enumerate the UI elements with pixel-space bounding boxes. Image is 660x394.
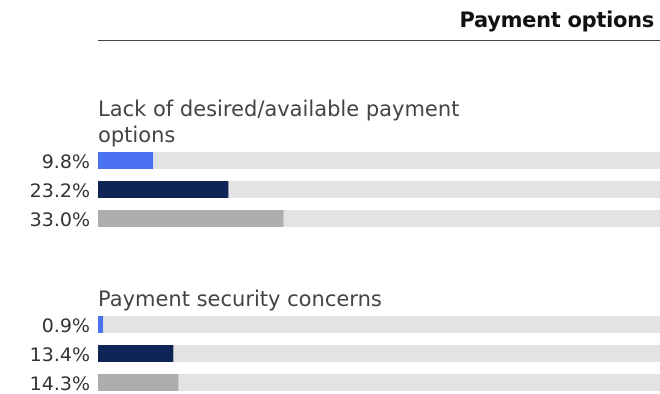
value-label: 33.0% xyxy=(30,209,90,231)
value-label: 0.9% xyxy=(42,315,90,337)
group-label: options xyxy=(98,123,175,147)
title-divider xyxy=(98,40,660,41)
bar xyxy=(98,152,154,169)
bar-track xyxy=(98,181,660,198)
value-label: 13.4% xyxy=(30,344,90,366)
bar xyxy=(98,374,179,391)
group-label: Payment security concerns xyxy=(98,287,382,311)
bar-track xyxy=(98,374,660,391)
value-label: 9.8% xyxy=(42,151,90,173)
bar-track xyxy=(98,345,660,362)
value-label: 23.2% xyxy=(30,180,90,202)
bar xyxy=(98,210,284,227)
bar-track xyxy=(98,152,660,169)
bar xyxy=(98,181,229,198)
bar xyxy=(98,316,104,333)
bar xyxy=(98,345,174,362)
group-label: Lack of desired/available payment xyxy=(98,97,459,121)
bar-track xyxy=(98,316,660,333)
chart-title: Payment options xyxy=(459,8,654,32)
value-label: 14.3% xyxy=(30,373,90,394)
